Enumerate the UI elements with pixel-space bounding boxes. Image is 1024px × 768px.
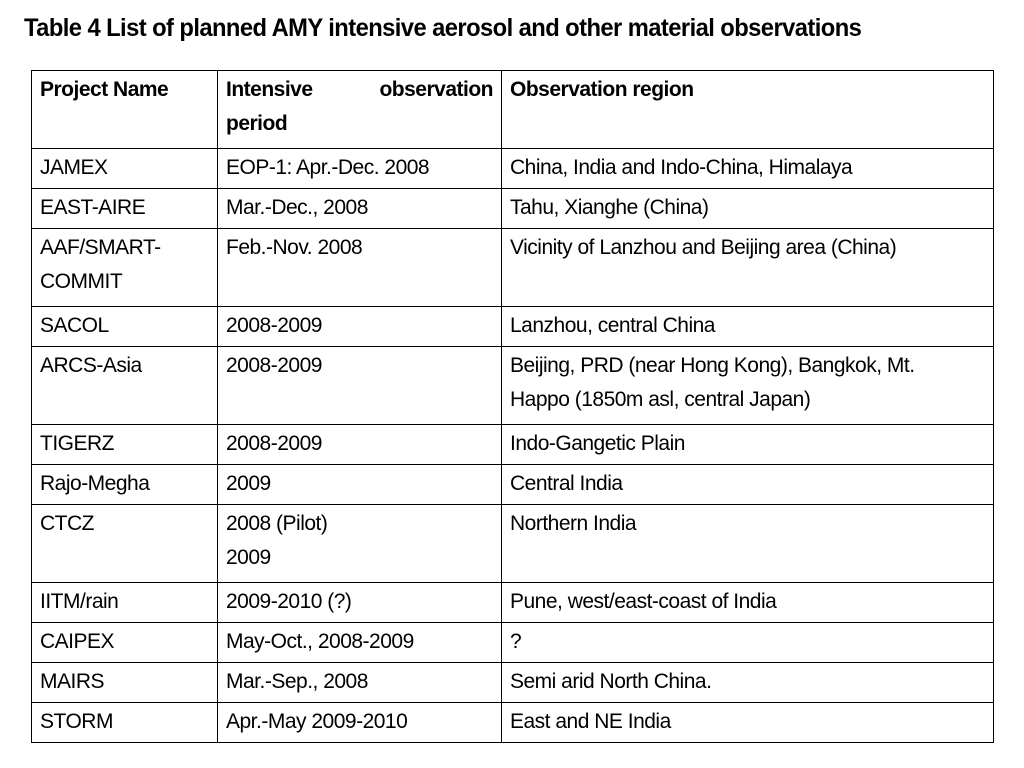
cell-period: 2009-2010 (?) xyxy=(217,582,502,623)
cell-region: Northern India xyxy=(501,504,994,583)
cell-project: MAIRS xyxy=(31,662,218,703)
table-row: CTCZ 2008 (Pilot) 2009 Northern India xyxy=(31,504,994,583)
header-observation-region: Observation region xyxy=(501,70,994,149)
cell-period-line: 2008 (Pilot) xyxy=(226,512,328,535)
table-row: CAIPEX May-Oct., 2008-2009 ? xyxy=(31,622,994,663)
cell-period: 2008-2009 xyxy=(217,424,502,465)
cell-region: Semi arid North China. xyxy=(501,662,994,703)
cell-period: Feb.-Nov. 2008 xyxy=(217,228,502,307)
table-title: Table 4 List of planned AMY intensive ae… xyxy=(24,14,862,42)
cell-region: ? xyxy=(501,622,994,663)
cell-region: Central India xyxy=(501,464,994,505)
cell-region: Pune, west/east-coast of India xyxy=(501,582,994,623)
table-row: JAMEX EOP-1: Apr.-Dec. 2008 China, India… xyxy=(31,148,994,189)
cell-project: CTCZ xyxy=(31,504,218,583)
cell-project: AAF/SMART- COMMIT xyxy=(31,228,218,307)
header-project-name: Project Name xyxy=(31,70,218,149)
cell-period: Mar.-Dec., 2008 xyxy=(217,188,502,229)
cell-region-line: Happo (1850m asl, central Japan) xyxy=(510,388,811,411)
cell-period: 2008 (Pilot) 2009 xyxy=(217,504,502,583)
cell-period-line: 2009 xyxy=(226,546,271,569)
table-row: EAST-AIRE Mar.-Dec., 2008 Tahu, Xianghe … xyxy=(31,188,994,229)
cell-project: TIGERZ xyxy=(31,424,218,465)
cell-period: 2008-2009 xyxy=(217,306,502,347)
cell-project: STORM xyxy=(31,702,218,743)
header-intensive-observation-period: Intensive observation period xyxy=(217,70,502,149)
cell-project: CAIPEX xyxy=(31,622,218,663)
table-row: MAIRS Mar.-Sep., 2008 Semi arid North Ch… xyxy=(31,662,994,703)
header-period-word-intensive: Intensive xyxy=(226,78,313,101)
table-row: ARCS-Asia 2008-2009 Beijing, PRD (near H… xyxy=(31,346,994,425)
header-period-word-observation: observation xyxy=(379,78,493,101)
table-row: TIGERZ 2008-2009 Indo-Gangetic Plain xyxy=(31,424,994,465)
cell-period: 2008-2009 xyxy=(217,346,502,425)
cell-project: ARCS-Asia xyxy=(31,346,218,425)
cell-region: Beijing, PRD (near Hong Kong), Bangkok, … xyxy=(501,346,994,425)
cell-project: IITM/rain xyxy=(31,582,218,623)
table-row: Rajo-Megha 2009 Central India xyxy=(31,464,994,505)
cell-project-line: COMMIT xyxy=(40,270,123,293)
cell-project: SACOL xyxy=(31,306,218,347)
cell-region: Tahu, Xianghe (China) xyxy=(501,188,994,229)
table-header-row: Project Name Intensive observation perio… xyxy=(31,70,994,149)
header-period-word-period: period xyxy=(226,112,288,135)
cell-period: 2009 xyxy=(217,464,502,505)
cell-project: Rajo-Megha xyxy=(31,464,218,505)
cell-period: EOP-1: Apr.-Dec. 2008 xyxy=(217,148,502,189)
cell-period: Apr.-May 2009-2010 xyxy=(217,702,502,743)
cell-region-line: Beijing, PRD (near Hong Kong), Bangkok, … xyxy=(510,354,915,377)
table-row: IITM/rain 2009-2010 (?) Pune, west/east-… xyxy=(31,582,994,623)
cell-region: China, India and Indo-China, Himalaya xyxy=(501,148,994,189)
cell-period: May-Oct., 2008-2009 xyxy=(217,622,502,663)
table-row: SACOL 2008-2009 Lanzhou, central China xyxy=(31,306,994,347)
cell-project-line: AAF/SMART- xyxy=(40,236,161,259)
table-row: STORM Apr.-May 2009-2010 East and NE Ind… xyxy=(31,702,994,743)
cell-period: Mar.-Sep., 2008 xyxy=(217,662,502,703)
cell-region: Indo-Gangetic Plain xyxy=(501,424,994,465)
cell-region: East and NE India xyxy=(501,702,994,743)
cell-project: JAMEX xyxy=(31,148,218,189)
cell-project: EAST-AIRE xyxy=(31,188,218,229)
cell-region: Lanzhou, central China xyxy=(501,306,994,347)
table-row: AAF/SMART- COMMIT Feb.-Nov. 2008 Vicinit… xyxy=(31,228,994,307)
cell-region: Vicinity of Lanzhou and Beijing area (Ch… xyxy=(501,228,994,307)
observations-table: Project Name Intensive observation perio… xyxy=(31,70,994,743)
